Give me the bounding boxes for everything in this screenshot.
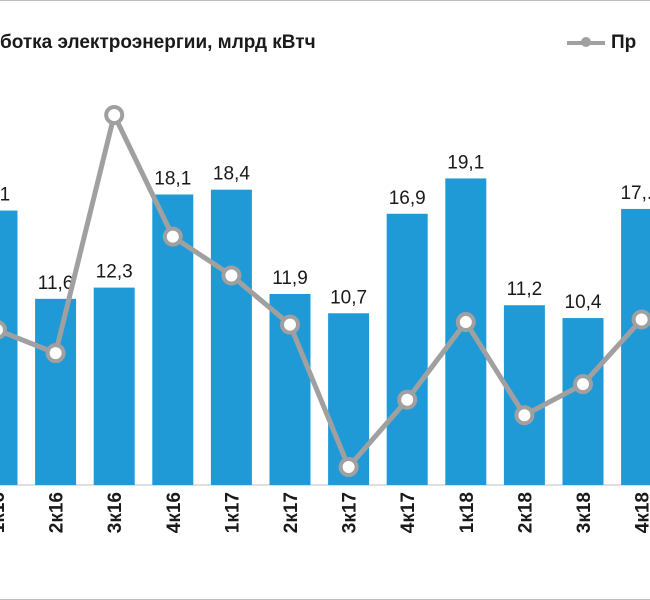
x-tick-label: 3к17: [340, 492, 361, 533]
line-point: [104, 105, 125, 125]
line-point: [397, 389, 418, 410]
line-point: [455, 312, 476, 333]
x-tick-label: 3к18: [574, 492, 595, 533]
x-tick-label: 4к18: [633, 492, 650, 533]
line-point: [221, 265, 242, 286]
bar: [562, 318, 604, 485]
x-tick-label: 2к18: [515, 492, 536, 533]
line-point: [280, 314, 300, 335]
bar: [0, 210, 18, 486]
line-point: [631, 309, 650, 330]
x-tick-label: 4к17: [398, 492, 419, 533]
x-tick-label: 2к17: [281, 492, 302, 533]
line-point: [514, 405, 535, 426]
bar: [93, 287, 135, 485]
x-tick-label: 1к16: [0, 492, 9, 533]
bar-value-label: ...1: [0, 185, 10, 206]
bar-value-label: 19,1: [447, 152, 484, 173]
line-point: [573, 374, 593, 395]
x-tick-label: 4к16: [164, 492, 185, 533]
legend-line-label: Пр: [611, 32, 637, 53]
legend-bar-label: ботка электроэнергии, млрд кВтч: [0, 32, 316, 53]
legend-line-entry: Пр: [567, 32, 636, 54]
line-series: [0, 112, 644, 470]
bar-value-label: 16,9: [389, 188, 426, 209]
legend-line-swatch: [567, 36, 605, 49]
bar-value-label: 10,7: [330, 287, 367, 308]
top-border: [0, 0, 650, 1]
bar: [210, 189, 252, 485]
line-point: [338, 457, 359, 477]
bar: [328, 313, 370, 485]
bar: [35, 298, 77, 485]
bar-value-label: 18,4: [213, 164, 250, 185]
line-point: [162, 226, 183, 247]
bar-value-label: 12,3: [96, 262, 133, 283]
line-point: [45, 343, 66, 364]
x-tick-label: 1к18: [457, 492, 478, 533]
bar-value-label: 10,4: [565, 292, 602, 313]
bar-value-label: 11,6: [38, 273, 74, 294]
bar-value-label: 18,1: [154, 168, 191, 189]
x-tick-label: 2к16: [47, 492, 68, 533]
x-tick-label: 1к17: [222, 492, 243, 533]
bar-value-label: 11,2: [507, 279, 543, 300]
bar: [621, 208, 650, 485]
line-point: [0, 320, 7, 340]
bar-value-label: 11,9: [272, 268, 308, 289]
bar: [386, 213, 428, 485]
x-tick-label: 3к16: [105, 492, 126, 533]
bar-value-label: 17,...: [620, 183, 650, 204]
